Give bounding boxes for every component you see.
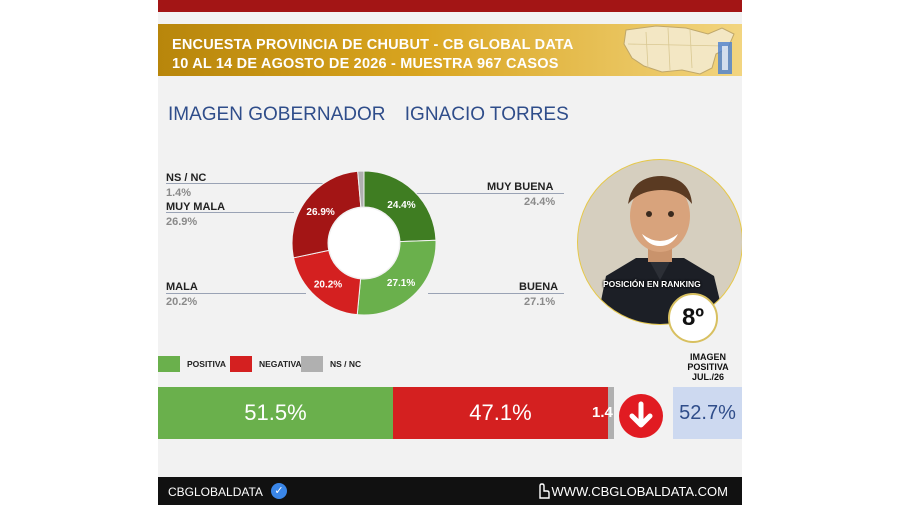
legend-label: NEGATIVA	[259, 359, 302, 369]
ranking-label: POSICIÓN EN RANKING	[603, 279, 701, 289]
label-muymala-name: MUY MALA	[166, 201, 226, 213]
bar-nsnc-label: 1.4	[592, 404, 613, 421]
leader-nsnc	[166, 183, 358, 184]
label-mala-name: MALA	[166, 281, 198, 293]
slice-muy-mala-label: 26.9%	[306, 207, 334, 218]
footer: CBGLOBALDATA ✓ WWW.CBGLOBALDATA.COM	[158, 477, 742, 505]
previous-label: IMAGEN POSITIVA JUL./26	[678, 352, 738, 382]
donut-hole	[329, 208, 399, 278]
slice-muy-mala	[291, 170, 362, 259]
leader-muybuena	[414, 193, 564, 194]
governor-photo	[577, 159, 742, 325]
label-nsnc-name: NS / NC	[166, 172, 207, 184]
footer-brand: CBGLOBALDATA	[168, 485, 263, 499]
title-right: IGNACIO TORRES	[404, 104, 569, 125]
legend-label: POSITIVA	[187, 359, 227, 369]
header-line-1: ENCUESTA PROVINCIA DE CHUBUT - CB GLOBAL…	[172, 37, 574, 53]
leader-buena	[428, 293, 564, 294]
legend-swatch	[230, 356, 252, 372]
legend-swatch	[301, 356, 323, 372]
verified-badge-icon: ✓	[271, 483, 287, 499]
slice-mala-label: 20.2%	[314, 279, 342, 290]
bar-negativa: 47.1%	[393, 387, 608, 439]
header-line-2: 10 AL 14 DE AGOSTO DE 2026 - MUESTRA 967…	[172, 56, 559, 72]
slice-buena	[356, 239, 437, 316]
label-muymala-value: 26.9%	[166, 216, 198, 228]
poll-card: ENCUESTA PROVINCIA DE CHUBUT - CB GLOBAL…	[158, 0, 742, 505]
hand-pointer-icon	[539, 483, 550, 499]
legend-swatch	[158, 356, 180, 372]
ranking-badge: 8º	[668, 293, 718, 343]
label-muybuena-name: MUY BUENA	[487, 181, 554, 193]
previous-label-line1: IMAGEN	[690, 352, 726, 362]
bar-positiva: 51.5%	[158, 387, 393, 439]
donut-chart: 24.4% 27.1% 20.2% 26.9%	[291, 170, 437, 316]
down-arrow-icon	[619, 394, 663, 438]
label-muybuena-value: 24.4%	[524, 196, 556, 208]
top-bar	[158, 0, 742, 12]
slice-buena-label: 27.1%	[387, 278, 415, 289]
legend-label: NS / NC	[330, 359, 362, 369]
bar-nsnc	[608, 387, 614, 439]
argentina-map-icon	[623, 25, 735, 75]
previous-value: 52.7%	[673, 387, 742, 439]
label-mala-value: 20.2%	[166, 296, 198, 308]
label-buena-value: 27.1%	[524, 296, 556, 308]
label-buena-name: BUENA	[519, 281, 559, 293]
previous-label-line2: POSITIVA	[687, 362, 729, 372]
chart-title: IMAGEN GOBERNADOR IGNACIO TORRES	[168, 104, 569, 126]
footer-website-link[interactable]: WWW.CBGLOBALDATA.COM	[551, 484, 728, 499]
leader-muymala	[166, 212, 294, 213]
label-nsnc-value: 1.4%	[166, 187, 192, 199]
title-left: IMAGEN GOBERNADOR	[168, 104, 386, 125]
leader-mala	[166, 293, 306, 294]
previous-label-line3: JUL./26	[691, 372, 724, 382]
slice-muy-buena-label: 24.4%	[387, 200, 415, 211]
slice-nsnc	[357, 170, 365, 208]
